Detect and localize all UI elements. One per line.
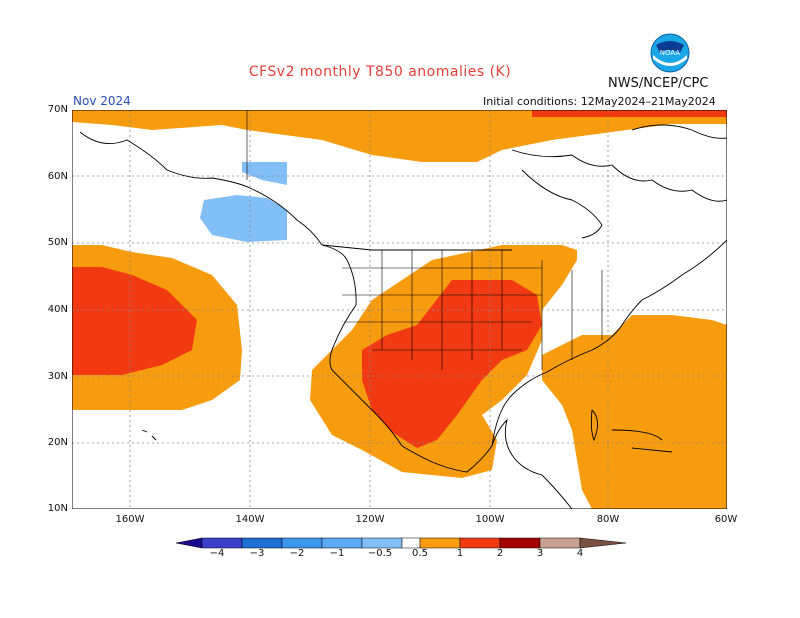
colorbar-label: 1: [456, 548, 464, 559]
lon-label: 80W: [596, 514, 620, 525]
noaa-logo: NOAA: [650, 33, 690, 73]
initial-conditions: Initial conditions: 12May2024–21May2024: [483, 95, 716, 108]
lon-label: 140W: [235, 514, 265, 525]
lat-label: 50N: [47, 237, 68, 248]
anomaly-map: [71, 109, 728, 510]
cold-anomaly-layer: [200, 162, 287, 242]
colorbar-label: 3: [536, 548, 544, 559]
colorbar-label: −3: [249, 548, 265, 559]
svg-text:NOAA: NOAA: [660, 49, 681, 57]
lon-label: 160W: [115, 514, 145, 525]
colorbar-label: 4: [576, 548, 584, 559]
lat-label: 20N: [47, 437, 68, 448]
lat-label: 10N: [47, 503, 68, 514]
state-borders: [246, 110, 603, 370]
lat-label: 60N: [47, 171, 68, 182]
map-title: CFSv2 monthly T850 anomalies (K): [248, 64, 512, 80]
colorbar-label: −1: [329, 548, 345, 559]
lon-label: 120W: [355, 514, 385, 525]
lon-label: 100W: [475, 514, 505, 525]
lat-label: 40N: [47, 304, 68, 315]
colorbar-label: −4: [209, 548, 225, 559]
forecast-month: Nov 2024: [73, 94, 131, 108]
graticule: [72, 110, 727, 509]
lat-label: 30N: [47, 371, 68, 382]
coastlines: [79, 124, 728, 510]
lat-label: 70N: [47, 104, 68, 115]
colorbar-label: −2: [289, 548, 305, 559]
colorbar: [175, 535, 627, 549]
colorbar-label: −0.5: [367, 548, 393, 559]
colorbar-label: 0.5: [412, 548, 428, 559]
organization-label: NWS/NCEP/CPC: [608, 76, 709, 91]
lon-label: 60W: [714, 514, 738, 525]
colorbar-label: 2: [496, 548, 504, 559]
